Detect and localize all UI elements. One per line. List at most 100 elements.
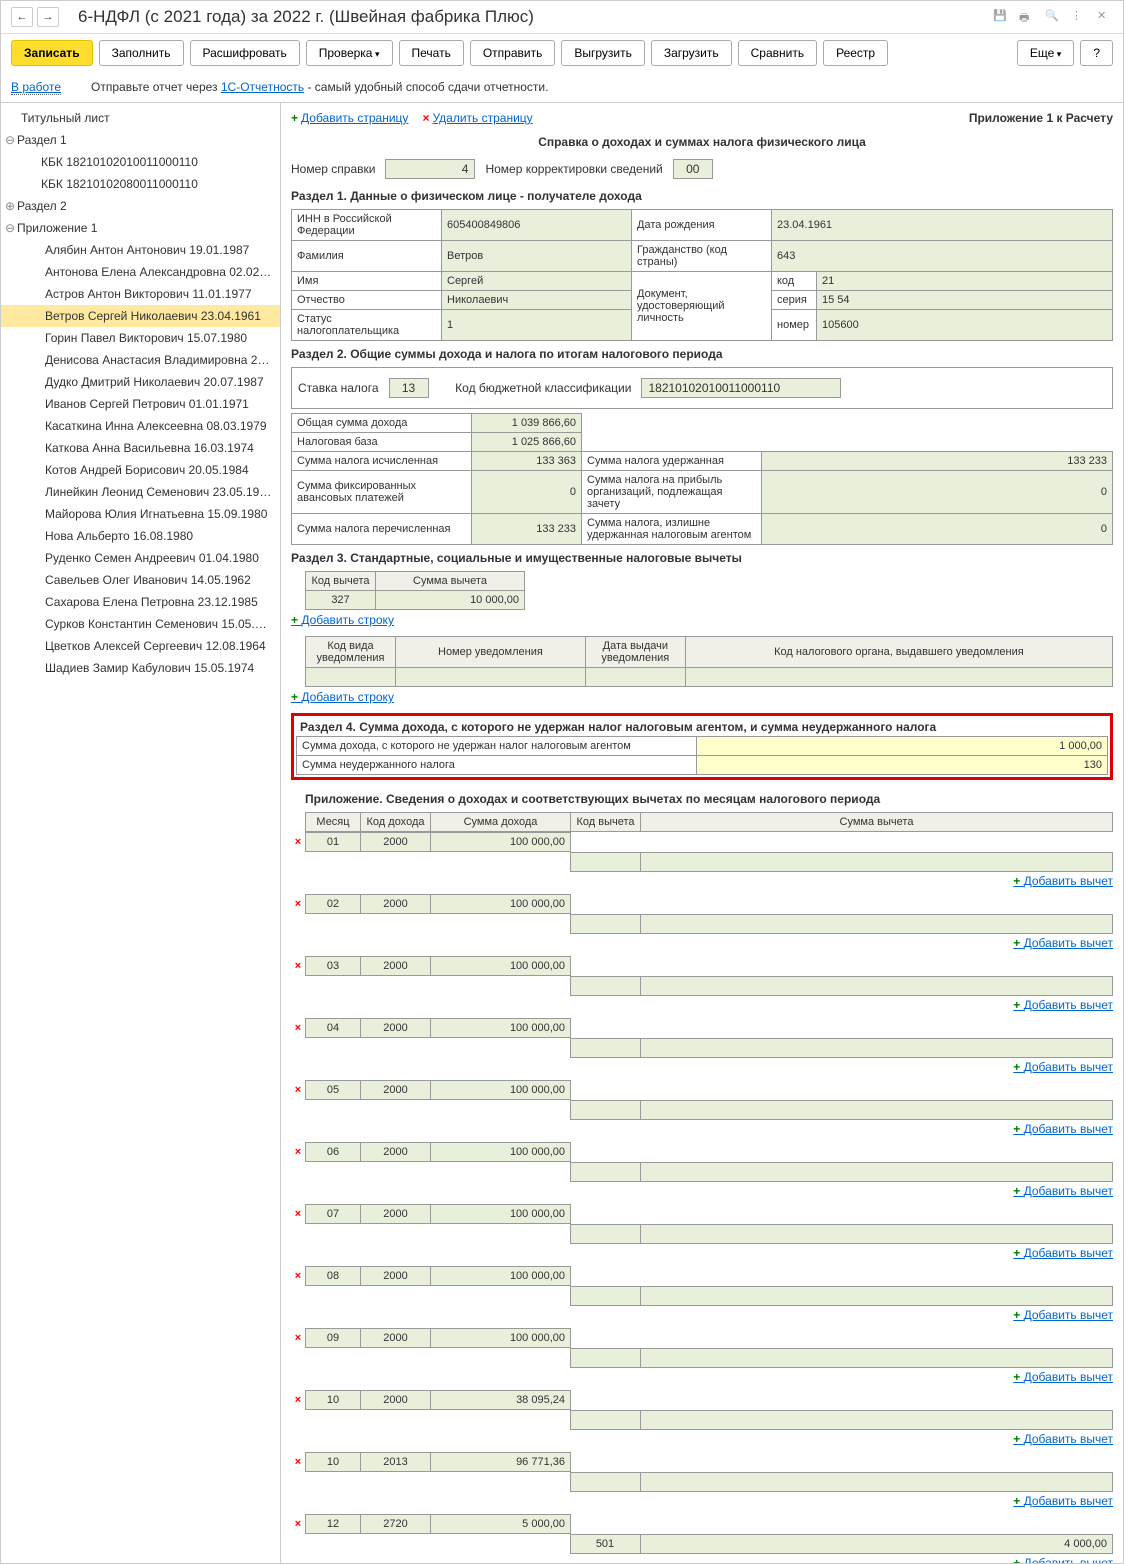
send-button[interactable]: Отправить (470, 40, 556, 66)
isum-cell[interactable]: 100 000,00 (431, 1019, 571, 1038)
isum-cell[interactable]: 38 095,24 (431, 1391, 571, 1410)
isum-cell[interactable]: 100 000,00 (431, 1205, 571, 1224)
delete-row-icon[interactable]: × (291, 1514, 305, 1534)
tree-item[interactable]: Нова Альберто 16.08.1980 (1, 525, 280, 547)
dsum-cell[interactable] (640, 1411, 1113, 1430)
unload-button[interactable]: Выгрузить (561, 40, 645, 66)
icode-cell[interactable]: 2000 (361, 1081, 431, 1100)
dcode-cell[interactable] (570, 1411, 640, 1430)
pat-value[interactable]: Николаевич (442, 291, 632, 310)
dcode-cell[interactable] (570, 1163, 640, 1182)
status-link[interactable]: 1С-Отчетность (221, 80, 304, 94)
dob-value[interactable]: 23.04.1961 (772, 210, 1113, 241)
delete-row-icon[interactable]: × (291, 1204, 305, 1224)
isum-cell[interactable]: 100 000,00 (431, 1329, 571, 1348)
isum-cell[interactable]: 100 000,00 (431, 1143, 571, 1162)
icode-cell[interactable]: 2720 (361, 1515, 431, 1534)
isum-cell[interactable]: 5 000,00 (431, 1515, 571, 1534)
icode-cell[interactable]: 2000 (361, 1143, 431, 1162)
month-cell[interactable]: 03 (306, 957, 361, 976)
dcode-cell[interactable] (570, 1473, 640, 1492)
norg-value[interactable] (685, 668, 1112, 687)
delete-row-icon[interactable]: × (291, 894, 305, 914)
month-cell[interactable]: 01 (306, 833, 361, 852)
inn-value[interactable]: 605400849806 (442, 210, 632, 241)
nnum-value[interactable] (396, 668, 586, 687)
rate-input[interactable]: 13 (389, 378, 429, 398)
status-label[interactable]: В работе (11, 80, 61, 95)
expand-icon[interactable]: ⊖ (5, 133, 17, 147)
decode-button[interactable]: Расшифровать (190, 40, 300, 66)
stat-value[interactable]: 1 (442, 310, 632, 341)
delete-row-icon[interactable]: × (291, 1328, 305, 1348)
s4-r2-value[interactable]: 130 (697, 756, 1108, 775)
month-cell[interactable]: 06 (306, 1143, 361, 1162)
dsum-cell[interactable] (640, 1225, 1113, 1244)
code-value[interactable]: 21 (817, 272, 1113, 291)
save-icon[interactable]: 💾 (993, 9, 1009, 25)
tree-item[interactable]: КБК 18210102080011000110 (1, 173, 280, 195)
tree-item[interactable]: Астров Антон Викторович 11.01.1977 (1, 283, 280, 305)
add-deduction-link[interactable]: Добавить вычет (1013, 1122, 1113, 1136)
close-icon[interactable]: ✕ (1097, 9, 1113, 25)
icode-cell[interactable]: 2000 (361, 957, 431, 976)
tree-item[interactable]: Касаткина Инна Алексеевна 08.03.1979 (1, 415, 280, 437)
dsum-cell[interactable] (640, 977, 1113, 996)
ndate-value[interactable] (585, 668, 685, 687)
trans-value[interactable]: 133 233 (472, 514, 582, 545)
tree-item[interactable]: Цветков Алексей Сергеевич 12.08.1964 (1, 635, 280, 657)
icode-cell[interactable]: 2000 (361, 895, 431, 914)
dcode-cell[interactable] (570, 1287, 640, 1306)
calc-value[interactable]: 133 363 (472, 452, 582, 471)
delete-row-icon[interactable]: × (291, 1142, 305, 1162)
tree-item[interactable]: Денисова Анастасия Владимировна 25.04.19… (1, 349, 280, 371)
month-cell[interactable]: 05 (306, 1081, 361, 1100)
month-cell[interactable]: 08 (306, 1267, 361, 1286)
isum-cell[interactable]: 100 000,00 (431, 833, 571, 852)
isum-cell[interactable]: 96 771,36 (431, 1453, 571, 1472)
print-button[interactable]: Печать (399, 40, 464, 66)
dsum-cell[interactable] (640, 1101, 1113, 1120)
menu-icon[interactable]: ⋮ (1071, 9, 1087, 25)
tree-item[interactable]: Антонова Елена Александровна 02.02.1972 (1, 261, 280, 283)
add-page-link[interactable]: Добавить страницу (301, 111, 408, 125)
delete-row-icon[interactable]: × (291, 1080, 305, 1100)
dsum-cell[interactable] (640, 1163, 1113, 1182)
tree-item[interactable]: Титульный лист (1, 107, 280, 129)
tree-item[interactable]: Линейкин Леонид Семенович 23.05.1969 (1, 481, 280, 503)
write-button[interactable]: Записать (11, 40, 93, 66)
dcode-cell[interactable] (570, 915, 640, 934)
dsum-cell[interactable] (640, 1473, 1113, 1492)
month-cell[interactable]: 12 (306, 1515, 361, 1534)
icode-cell[interactable]: 2000 (361, 1391, 431, 1410)
month-cell[interactable]: 10 (306, 1391, 361, 1410)
adv-value[interactable]: 0 (472, 471, 582, 514)
tree-item[interactable]: Савельев Олег Иванович 14.05.1962 (1, 569, 280, 591)
icode-cell[interactable]: 2000 (361, 1267, 431, 1286)
cit-value[interactable]: 643 (772, 241, 1113, 272)
add-deduction-link[interactable]: Добавить вычет (1013, 1184, 1113, 1198)
month-cell[interactable]: 07 (306, 1205, 361, 1224)
tree-item[interactable]: Горин Павел Викторович 15.07.1980 (1, 327, 280, 349)
isum-cell[interactable]: 100 000,00 (431, 1081, 571, 1100)
delete-row-icon[interactable]: × (291, 832, 305, 852)
add-deduction-link[interactable]: Добавить вычет (1013, 1494, 1113, 1508)
dsum-cell[interactable] (640, 1287, 1113, 1306)
tree-item[interactable]: Каткова Анна Васильевна 16.03.1974 (1, 437, 280, 459)
more-button[interactable]: Еще (1017, 40, 1074, 66)
dcode-value[interactable]: 327 (306, 591, 376, 610)
ref-input[interactable]: 4 (385, 159, 475, 179)
tree-item[interactable]: Ветров Сергей Николаевич 23.04.1961 (1, 305, 280, 327)
tree-item[interactable]: Сахарова Елена Петровна 23.12.1985 (1, 591, 280, 613)
dsum-cell[interactable]: 4 000,00 (640, 1535, 1113, 1554)
icode-cell[interactable]: 2000 (361, 1329, 431, 1348)
tree-item[interactable]: Сурков Константин Семенович 15.05.1965 (1, 613, 280, 635)
forward-button[interactable]: → (37, 7, 59, 27)
del-page-link[interactable]: Удалить страницу (432, 111, 532, 125)
month-cell[interactable]: 02 (306, 895, 361, 914)
help-button[interactable]: ? (1080, 40, 1113, 66)
icode-cell[interactable]: 2000 (361, 1205, 431, 1224)
s4-r1-value[interactable]: 1 000,00 (697, 737, 1108, 756)
tree-item[interactable]: ⊖Приложение 1 (1, 217, 280, 239)
dsum-cell[interactable] (640, 1349, 1113, 1368)
